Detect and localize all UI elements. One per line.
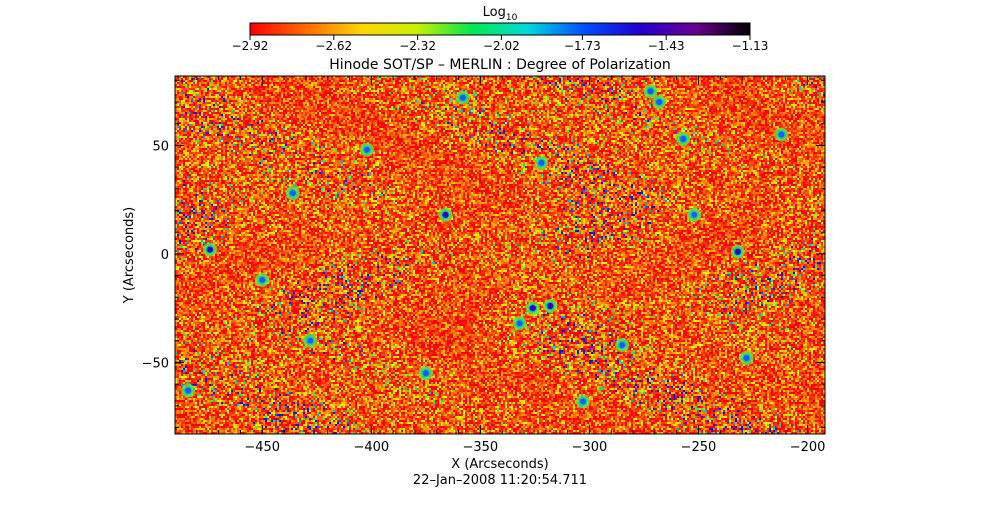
patch-core xyxy=(778,131,785,138)
patch-core xyxy=(459,94,466,101)
patch-core xyxy=(647,88,654,95)
patch-core xyxy=(680,135,687,142)
patch-core xyxy=(538,159,545,166)
x-tick-label: −300 xyxy=(572,440,608,455)
patch-core xyxy=(422,370,429,377)
y-tick-label: 50 xyxy=(152,139,169,154)
colorbar: Log10 −2.92 −2.62 −2.32 −2.02 −1.73 −1.43 −1.1… xyxy=(232,5,769,53)
patch-core xyxy=(529,305,536,312)
heatmap-image xyxy=(175,76,825,434)
patch-core xyxy=(307,337,314,344)
colorbar-ticks: −2.92 −2.62 −2.32 −2.02 −1.73 −1.43 −1.13 xyxy=(232,35,769,53)
patch-core xyxy=(516,320,523,327)
x-axis-label: X (Arcseconds) xyxy=(451,457,548,472)
patch-core xyxy=(734,248,741,255)
plot-frame xyxy=(174,75,826,435)
x-tick-label: −250 xyxy=(681,440,717,455)
colorbar-tick-label: −2.62 xyxy=(315,39,352,53)
colorbar-label: Log10 xyxy=(483,5,518,23)
patch-core xyxy=(364,146,370,153)
colorbar-tick-label: −2.02 xyxy=(483,39,520,53)
heatmap-field xyxy=(175,76,825,434)
x-tick-label: −450 xyxy=(244,440,280,455)
y-axis-label: Y (Arcseconds) xyxy=(122,207,137,304)
x-tick-label: −400 xyxy=(353,440,389,455)
patch-core xyxy=(289,190,296,197)
x-axis: −450 −400 −350 −300 −250 −200 xyxy=(174,76,826,455)
patch-core xyxy=(691,211,698,218)
colorbar-tick-label: −1.13 xyxy=(732,39,769,53)
patch-core xyxy=(743,355,750,362)
patch-core xyxy=(579,398,586,405)
timestamp: 22–Jan–2008 11:20:54.711 xyxy=(413,473,587,488)
y-tick-label: 0 xyxy=(161,248,169,263)
patch-core xyxy=(259,277,266,283)
patch-core xyxy=(619,342,626,349)
colorbar-tick-label: −2.32 xyxy=(399,39,436,53)
high-polarization-patches xyxy=(181,84,789,409)
patch-core xyxy=(206,246,214,253)
chart-title: Hinode SOT/SP – MERLIN : Degree of Polar… xyxy=(329,57,671,73)
patch-core xyxy=(442,211,449,219)
colorbar-tick-label: −2.92 xyxy=(232,39,269,53)
patch-core xyxy=(185,387,192,394)
y-axis: −50 0 50 xyxy=(142,79,825,428)
colorbar-tick-label: −1.73 xyxy=(564,39,601,53)
x-tick-label: −200 xyxy=(790,440,826,455)
colorbar-gradient xyxy=(249,22,751,36)
y-tick-label: −50 xyxy=(142,356,169,371)
patch-core xyxy=(656,98,663,106)
patch-core xyxy=(546,302,554,310)
x-tick-label: −350 xyxy=(463,440,499,455)
colorbar-tick-label: −1.43 xyxy=(648,39,685,53)
